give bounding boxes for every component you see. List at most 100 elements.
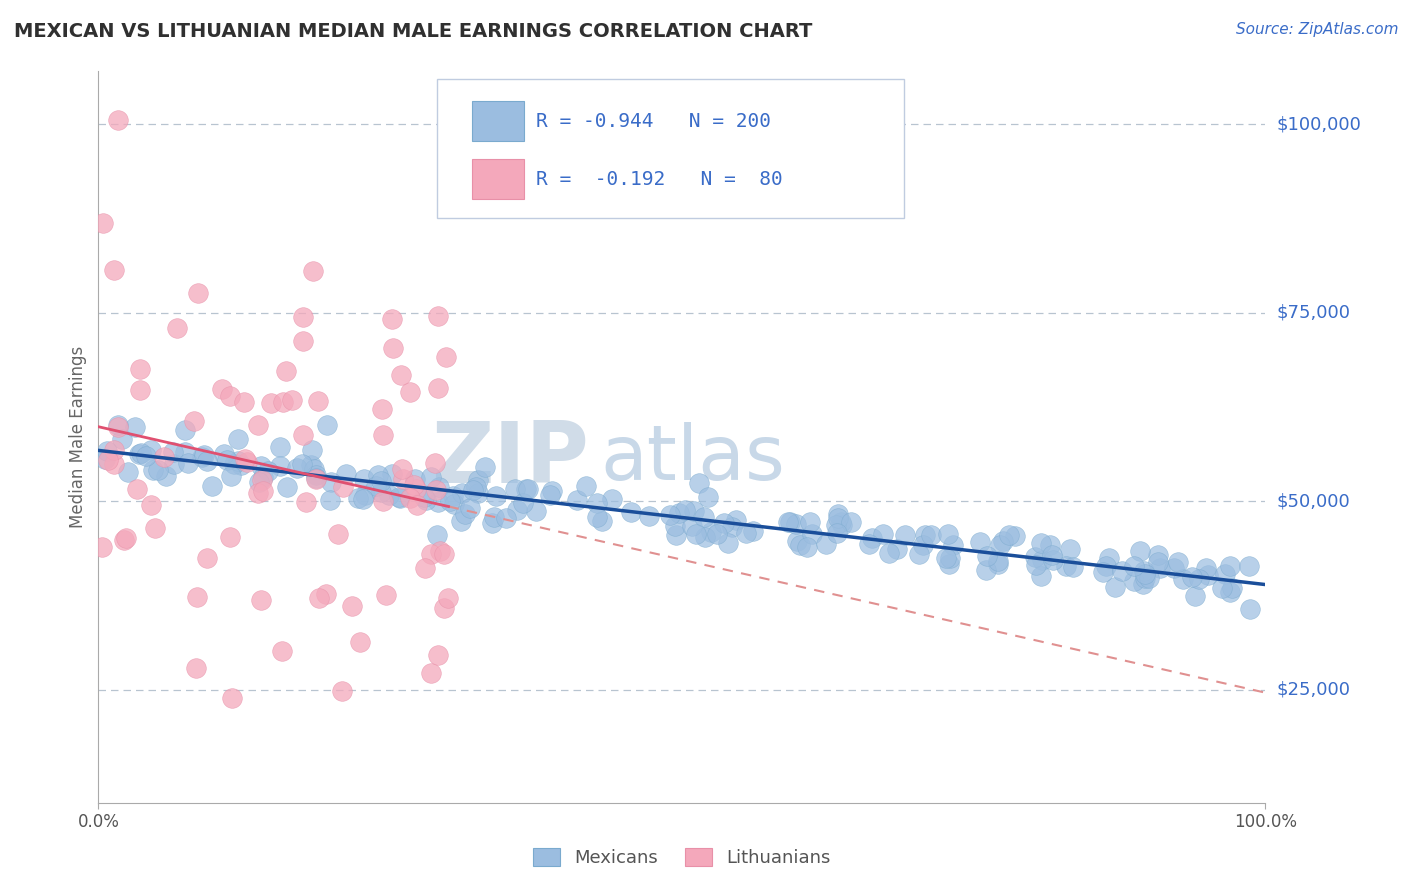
Point [474,459,496,474]
Point [796,541,818,555]
Point [330,684,353,698]
Point [427,648,450,662]
Point [291,310,314,325]
Point [464,480,486,494]
Point [219,469,242,483]
Point [173,445,195,459]
Point [1025,558,1047,572]
Point [112,533,135,548]
Point [827,507,849,521]
Point [785,517,807,532]
Point [302,462,325,476]
Point [349,635,371,649]
Point [426,309,449,323]
FancyBboxPatch shape [437,78,904,218]
Point [443,489,465,503]
Point [304,472,326,486]
Point [107,418,129,433]
Point [1031,569,1053,583]
Point [976,549,998,563]
Point [1091,565,1114,579]
Point [271,395,294,409]
Point [776,516,799,530]
Text: $75,000: $75,000 [1277,303,1351,322]
Point [700,524,723,539]
Point [1219,559,1241,574]
Point [270,644,292,658]
Point [129,383,152,397]
Point [872,526,894,541]
Point [458,500,481,515]
Point [124,420,146,434]
Point [503,482,526,496]
Point [620,505,643,519]
Point [335,467,357,482]
Point [342,599,364,613]
Point [426,381,449,395]
Point [1024,550,1046,565]
Point [825,517,848,532]
Point [920,528,942,542]
Point [938,557,960,571]
Point [1197,568,1219,582]
Point [246,417,269,432]
Point [291,428,314,442]
Point [326,527,349,541]
Point [742,524,765,538]
Point [249,593,271,607]
FancyBboxPatch shape [472,159,524,200]
Point [437,591,460,606]
Point [117,466,139,480]
Point [1163,560,1185,574]
Point [735,526,758,541]
Point [236,455,259,469]
Point [720,520,742,534]
Point [1147,556,1170,570]
Point [252,484,274,499]
Point [425,528,447,542]
Point [141,443,163,458]
Point [246,485,269,500]
Point [370,474,392,488]
Point [412,490,434,504]
Point [370,485,392,500]
Point [1149,560,1171,574]
Point [429,544,451,558]
Point [1146,549,1168,563]
Point [600,491,623,506]
Point [302,264,325,278]
Point [128,362,150,376]
Point [1219,585,1241,599]
Point [399,384,422,399]
Point [299,458,322,472]
Point [269,459,291,474]
Point [274,364,297,378]
Point [454,508,477,522]
Point [685,526,707,541]
Point [1094,559,1116,574]
Point [706,526,728,541]
Point [1180,570,1202,584]
Point [1137,571,1160,585]
Point [443,497,465,511]
Point [839,515,862,529]
Point [163,457,186,471]
Text: R = -0.944   N = 200: R = -0.944 N = 200 [536,112,770,130]
Point [388,491,411,505]
Point [187,286,209,301]
Point [195,550,218,565]
Point [305,467,328,482]
Point [495,510,517,524]
Point [1098,551,1121,566]
Point [91,216,114,230]
Point [195,454,218,468]
Legend: Mexicans, Lithuanians: Mexicans, Lithuanians [526,840,838,874]
Point [308,591,330,606]
Text: ZIP: ZIP [430,417,589,500]
Point [1166,555,1188,569]
Point [114,531,136,545]
Point [332,480,354,494]
Point [1188,573,1211,587]
Y-axis label: Median Male Earnings: Median Male Earnings [69,346,87,528]
Point [413,560,436,574]
